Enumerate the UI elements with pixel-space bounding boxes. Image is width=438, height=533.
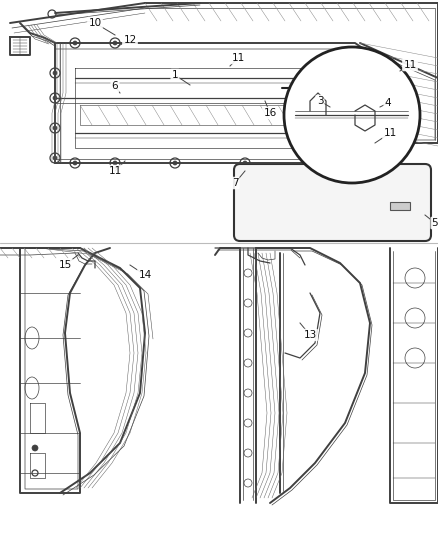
Bar	[390, 202, 410, 210]
FancyBboxPatch shape	[234, 164, 431, 241]
Text: 14: 14	[138, 270, 152, 280]
Circle shape	[340, 158, 350, 168]
Circle shape	[48, 10, 56, 18]
Circle shape	[32, 445, 38, 451]
Circle shape	[240, 158, 250, 168]
Text: 11: 11	[403, 60, 417, 70]
Circle shape	[305, 158, 315, 168]
Circle shape	[53, 71, 57, 75]
Circle shape	[170, 158, 180, 168]
Text: 15: 15	[58, 260, 72, 270]
Circle shape	[343, 161, 347, 165]
Text: 1: 1	[172, 70, 178, 80]
Circle shape	[53, 126, 57, 130]
Text: 11: 11	[231, 53, 245, 63]
Text: 3: 3	[317, 96, 323, 106]
Circle shape	[113, 161, 117, 165]
Circle shape	[50, 123, 60, 133]
Text: 11: 11	[383, 128, 397, 138]
Circle shape	[243, 161, 247, 165]
Text: 16: 16	[263, 108, 277, 118]
Circle shape	[284, 47, 420, 183]
Circle shape	[110, 158, 120, 168]
Text: 12: 12	[124, 35, 137, 45]
Text: 5: 5	[432, 218, 438, 228]
Text: 11: 11	[108, 166, 122, 176]
Circle shape	[73, 41, 77, 45]
Circle shape	[50, 153, 60, 163]
Circle shape	[53, 96, 57, 100]
Circle shape	[50, 93, 60, 103]
Circle shape	[73, 161, 77, 165]
Circle shape	[113, 41, 117, 45]
Text: 13: 13	[304, 330, 317, 340]
Circle shape	[32, 470, 38, 476]
Circle shape	[110, 38, 120, 48]
Circle shape	[308, 161, 312, 165]
Circle shape	[173, 161, 177, 165]
Text: 6: 6	[112, 81, 118, 91]
Circle shape	[50, 68, 60, 78]
Text: 7: 7	[232, 178, 238, 188]
Text: 4: 4	[385, 98, 391, 108]
Circle shape	[53, 156, 57, 160]
Circle shape	[308, 106, 316, 114]
Circle shape	[70, 38, 80, 48]
Text: 10: 10	[88, 18, 102, 28]
Circle shape	[70, 158, 80, 168]
